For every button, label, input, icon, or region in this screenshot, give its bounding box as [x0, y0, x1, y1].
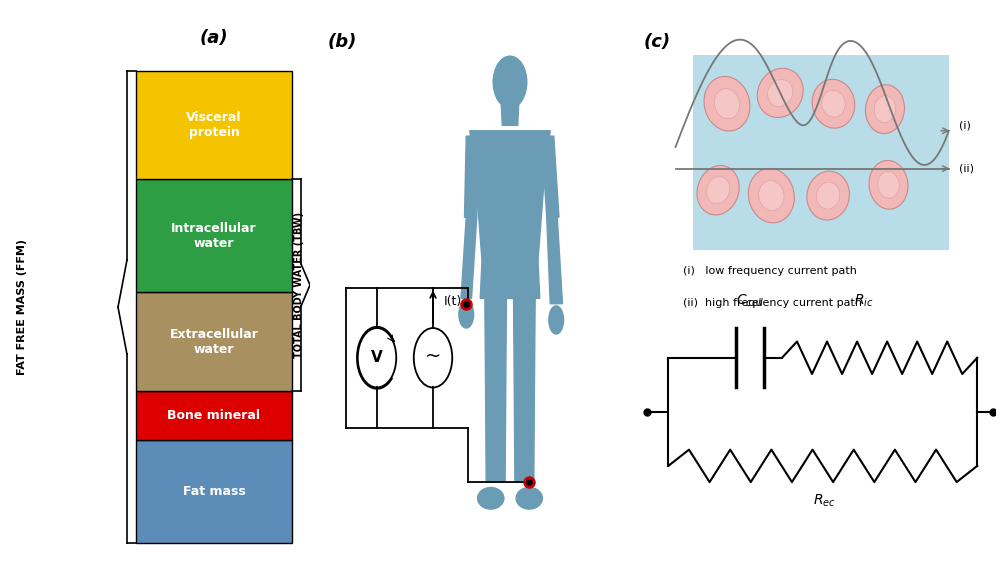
Text: (a): (a)	[200, 29, 228, 47]
Polygon shape	[513, 293, 535, 380]
Circle shape	[414, 328, 452, 388]
Ellipse shape	[874, 95, 896, 122]
FancyBboxPatch shape	[136, 179, 292, 293]
Ellipse shape	[812, 79, 855, 128]
Text: Intracellular
water: Intracellular water	[171, 222, 257, 250]
Text: (ii)  high frequency current path: (ii) high frequency current path	[683, 298, 862, 308]
Ellipse shape	[869, 160, 908, 209]
Polygon shape	[480, 260, 540, 298]
FancyBboxPatch shape	[136, 390, 292, 440]
Text: $R_{ic}$: $R_{ic}$	[854, 293, 873, 309]
Ellipse shape	[822, 90, 845, 117]
Text: $C_{cell}$: $C_{cell}$	[736, 293, 764, 309]
Ellipse shape	[478, 488, 504, 509]
Polygon shape	[470, 131, 550, 260]
Polygon shape	[501, 104, 519, 125]
Polygon shape	[485, 293, 506, 380]
Ellipse shape	[714, 89, 740, 119]
Text: Fat mass: Fat mass	[183, 485, 245, 498]
Ellipse shape	[516, 488, 542, 509]
Polygon shape	[461, 217, 477, 298]
Text: (i): (i)	[960, 120, 971, 131]
Text: Extracellular
water: Extracellular water	[170, 328, 258, 355]
Ellipse shape	[704, 76, 750, 131]
Polygon shape	[464, 136, 478, 217]
FancyBboxPatch shape	[136, 440, 292, 543]
Ellipse shape	[816, 182, 840, 209]
Text: V: V	[371, 350, 383, 365]
Ellipse shape	[768, 79, 793, 106]
Polygon shape	[514, 380, 534, 482]
Polygon shape	[547, 217, 562, 304]
Text: FAT FREE MASS (FFM): FAT FREE MASS (FFM)	[17, 239, 27, 375]
Text: ~: ~	[425, 347, 441, 366]
Polygon shape	[541, 136, 559, 217]
Text: TOTAL BODY WATER (TBW): TOTAL BODY WATER (TBW)	[294, 212, 304, 358]
FancyBboxPatch shape	[136, 71, 292, 179]
Ellipse shape	[759, 181, 784, 210]
Text: Visceral
protein: Visceral protein	[186, 112, 242, 139]
Ellipse shape	[878, 171, 899, 198]
Circle shape	[358, 328, 396, 388]
Text: Bone mineral: Bone mineral	[167, 409, 260, 421]
FancyBboxPatch shape	[136, 293, 292, 390]
Text: (ii): (ii)	[960, 164, 974, 174]
Ellipse shape	[748, 168, 794, 223]
Ellipse shape	[697, 166, 739, 215]
Ellipse shape	[865, 85, 904, 133]
Text: (c): (c)	[644, 33, 671, 52]
FancyBboxPatch shape	[693, 55, 949, 250]
Circle shape	[493, 56, 527, 108]
Text: (b): (b)	[327, 33, 357, 52]
Text: (i)   low frequency current path: (i) low frequency current path	[683, 266, 856, 276]
Polygon shape	[485, 380, 506, 482]
Ellipse shape	[757, 68, 803, 117]
Text: I(t): I(t)	[444, 294, 462, 308]
Ellipse shape	[549, 306, 564, 334]
Ellipse shape	[459, 301, 474, 328]
Ellipse shape	[706, 177, 730, 204]
Ellipse shape	[807, 171, 849, 220]
Text: $R_{ec}$: $R_{ec}$	[813, 493, 836, 509]
